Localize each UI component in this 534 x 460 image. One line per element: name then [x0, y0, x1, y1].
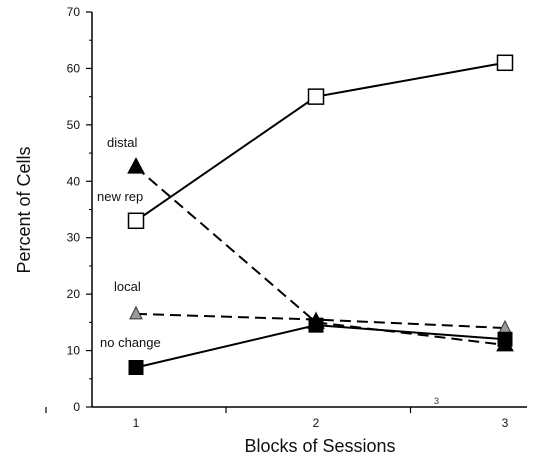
y-tick-label: 50	[67, 118, 81, 132]
x-tick-label: 3	[502, 416, 509, 430]
x-tick-label: 2	[313, 416, 320, 430]
label-new-rep: new rep	[97, 189, 143, 204]
y-tick-label: 40	[67, 174, 81, 188]
data-point-no-change	[128, 360, 144, 375]
y-tick-label: 20	[67, 287, 81, 301]
label-local: local	[114, 279, 141, 294]
x-ticks: 1 2 3	[45, 407, 509, 430]
y-ticks: 0 10 20 30 40 50 60 70	[67, 5, 92, 414]
data-point-new-rep	[496, 54, 514, 72]
y-axis-title: Percent of Cells	[14, 146, 34, 273]
data-point-new-rep	[127, 212, 145, 230]
data-point-no-change	[497, 331, 513, 347]
series-line-new-rep	[135, 61, 506, 222]
y-tick-label: 70	[67, 5, 81, 19]
data-point-no-change	[308, 317, 324, 333]
y-tick-label: 10	[67, 344, 81, 358]
y-tick-label: 60	[67, 61, 81, 75]
label-distal: distal	[107, 135, 137, 150]
x-axis-title: Blocks of Sessions	[244, 436, 395, 456]
data-point-distal	[127, 157, 145, 174]
stray-label: 3	[434, 396, 439, 406]
label-no-change: no change	[100, 335, 161, 350]
y-tick-label: 30	[67, 231, 81, 245]
series-line-distal	[135, 166, 506, 346]
series-markers	[127, 54, 514, 375]
data-point-new-rep	[307, 88, 325, 105]
y-tick-label: 0	[73, 400, 80, 414]
series-annotations: distal new rep local no change	[97, 135, 161, 350]
x-tick-label: 1	[133, 416, 140, 430]
data-point-local	[129, 305, 143, 320]
